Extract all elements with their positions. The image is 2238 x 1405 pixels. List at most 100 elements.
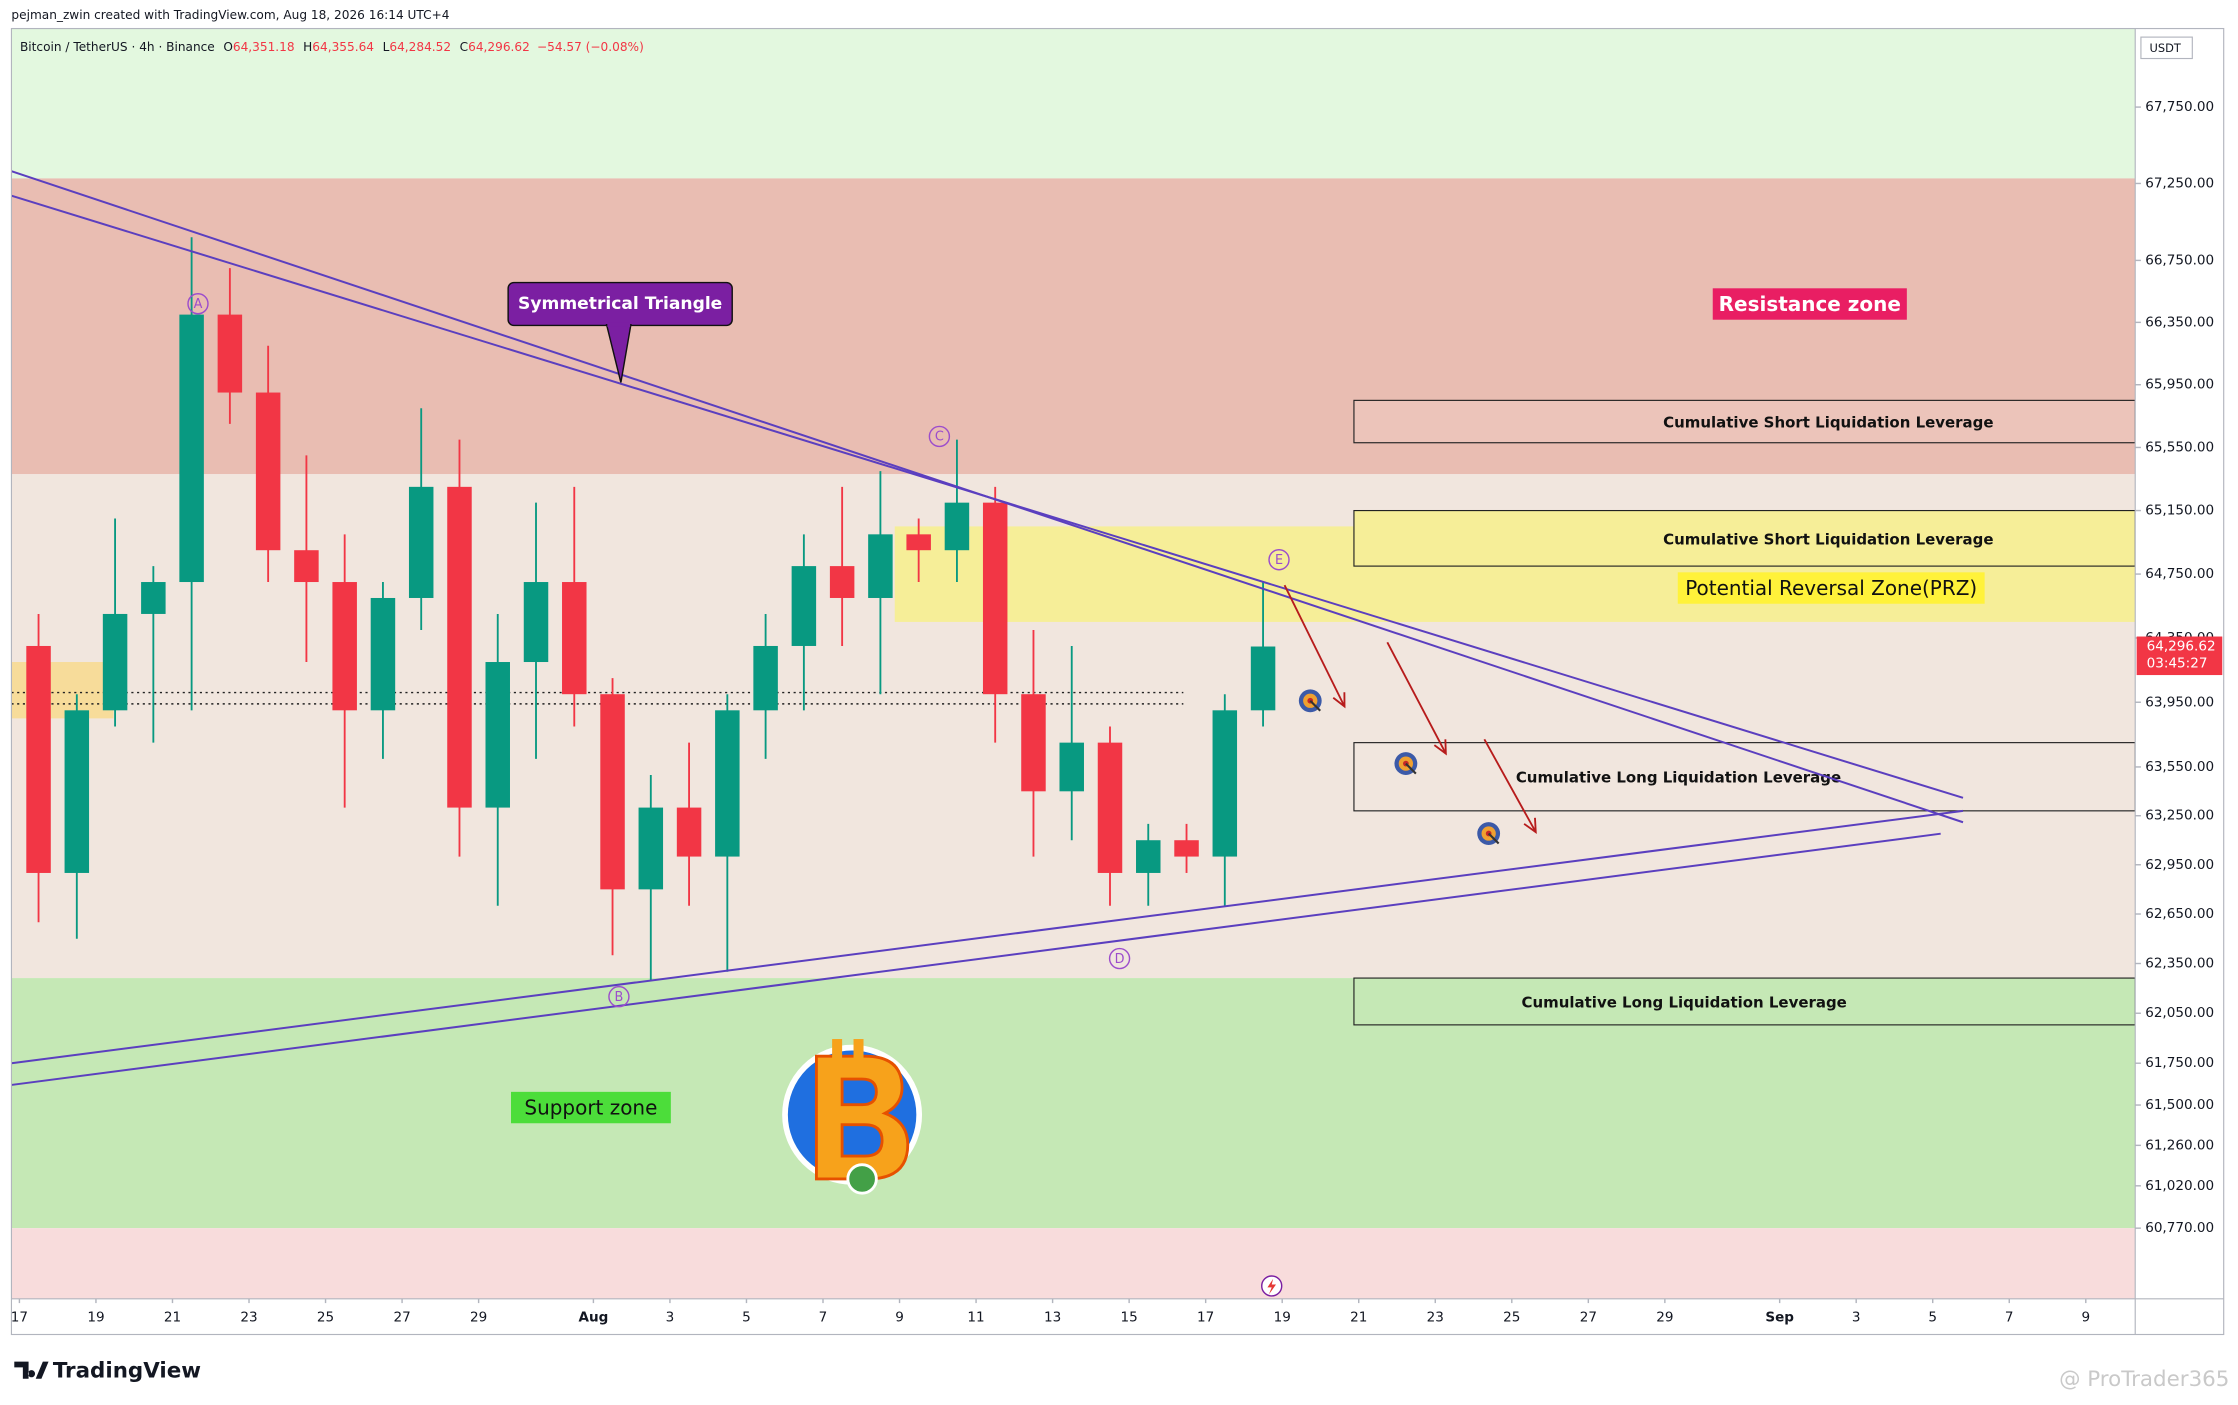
- ohlc-key: O: [223, 40, 233, 54]
- wave-label: C: [935, 430, 944, 445]
- liquidation-box: [1353, 977, 2136, 1026]
- candle-body: [868, 534, 893, 598]
- arrow: [1483, 738, 1537, 833]
- liquidation-label: Cumulative Short Liquidation Leverage: [1663, 530, 1993, 548]
- wave-label: D: [1115, 952, 1125, 967]
- candle-body: [753, 645, 778, 711]
- countdown: 03:45:27: [2147, 656, 2208, 672]
- candle-body: [829, 566, 855, 598]
- y-tick-label: 63,950.00: [2145, 694, 2214, 710]
- candle-body: [676, 807, 702, 857]
- x-tick-label: 27: [393, 1309, 410, 1325]
- liquidation-label: Cumulative Long Liquidation Leverage: [1522, 993, 1847, 1011]
- zone-label: Support zone: [524, 1095, 657, 1119]
- wave-marker: [187, 293, 209, 315]
- zone-label-bg: [1677, 572, 1985, 604]
- candle-body: [600, 694, 625, 890]
- x-tick-label: 9: [2081, 1309, 2090, 1325]
- arrow-head: [1523, 817, 1537, 834]
- y-tick-label: 61,500.00: [2145, 1097, 2214, 1113]
- tv-logo-mark: [14, 1361, 49, 1379]
- trend-line: [11, 194, 1964, 799]
- x-tick-label: Aug: [578, 1309, 608, 1325]
- wave-marker: [1268, 549, 1290, 571]
- y-tick-label: 65,550.00: [2145, 439, 2214, 455]
- zone-label: Resistance zone: [1719, 292, 1901, 316]
- x-tick-label: 7: [2005, 1309, 2014, 1325]
- x-tick-label: 5: [742, 1309, 751, 1325]
- logo-leaf: [846, 1163, 878, 1195]
- wave-label: B: [615, 990, 624, 1005]
- y-tick-label: 61,260.00: [2145, 1137, 2214, 1153]
- y-tick-label: 62,950.00: [2145, 857, 2214, 873]
- x-tick-label: 25: [317, 1309, 334, 1325]
- target-dart: [1487, 832, 1500, 845]
- x-tick-label: 17: [11, 1309, 28, 1325]
- watermark: @ ProTrader365: [2059, 1367, 2229, 1392]
- candle-body: [294, 550, 319, 583]
- y-tick-label: 62,050.00: [2145, 1005, 2214, 1021]
- x-tick-label: 25: [1503, 1309, 1520, 1325]
- symbol: Bitcoin / TetherUS · 4h · Binance: [20, 40, 215, 54]
- y-tick-label: 63,250.00: [2145, 808, 2214, 824]
- arrow: [1386, 641, 1447, 755]
- x-tick-label: 19: [87, 1309, 104, 1325]
- zone-label-bg: [510, 1091, 671, 1124]
- ohlc-key: L: [383, 40, 390, 54]
- liquidation-box: [1353, 509, 2136, 567]
- arrow: [1283, 584, 1346, 707]
- x-tick-label: 3: [666, 1309, 675, 1325]
- currency-box: [2140, 36, 2193, 60]
- y-tick-label: 66,350.00: [2145, 314, 2214, 330]
- ohlc-value: 64,284.52: [389, 40, 451, 54]
- x-tick-label: 19: [1274, 1309, 1291, 1325]
- wave-label: E: [1275, 553, 1283, 568]
- candle-body: [447, 486, 472, 808]
- zone-label-bg: [1712, 288, 1907, 320]
- wave-marker: [608, 985, 630, 1008]
- y-tick-label: 63,550.00: [2145, 759, 2214, 775]
- x-tick-label: 7: [819, 1309, 828, 1325]
- liquidation-box: [1353, 742, 2136, 812]
- currency-label: USDT: [2149, 41, 2180, 55]
- candle-body: [906, 534, 931, 551]
- x-tick-label: 29: [1656, 1309, 1673, 1325]
- logo-b: [832, 1039, 843, 1060]
- candle-body: [791, 566, 817, 646]
- zone-label: Potential Reversal Zone(PRZ): [1685, 576, 1977, 600]
- y-tick-label: 66,750.00: [2145, 252, 2214, 268]
- x-tick-label: 21: [164, 1309, 181, 1325]
- candle-body: [944, 502, 970, 551]
- target-dart: [1309, 700, 1322, 712]
- zone: [11, 1228, 2136, 1299]
- candle-body: [64, 710, 90, 873]
- y-tick-label: 60,770.00: [2145, 1220, 2214, 1236]
- ohlc-value: 64,296.62: [468, 40, 530, 54]
- y-tick-label: 64,750.00: [2145, 566, 2214, 582]
- candle-body: [255, 392, 281, 551]
- candle-body: [1174, 840, 1199, 857]
- price-tag: [2136, 636, 2223, 676]
- x-tick-label: 5: [1928, 1309, 1937, 1325]
- ohlc-key: H: [303, 40, 312, 54]
- ohlc-value: 64,355.64: [312, 40, 374, 54]
- candle-body: [408, 486, 434, 598]
- ohlc-key: C: [460, 40, 468, 54]
- x-tick-label: 15: [1121, 1309, 1138, 1325]
- candle-body: [638, 807, 664, 890]
- candle-body: [332, 582, 357, 711]
- callout-text: Symmetrical Triangle: [518, 294, 722, 314]
- candle-body: [141, 582, 166, 614]
- x-tick-label: Sep: [1765, 1309, 1794, 1325]
- candle-body: [1097, 742, 1123, 873]
- zone: [11, 28, 2136, 179]
- x-tick-label: 9: [895, 1309, 904, 1325]
- y-tick-label: 61,020.00: [2145, 1178, 2214, 1194]
- x-tick-label: 3: [1852, 1309, 1861, 1325]
- candle-body: [217, 314, 243, 393]
- liquidation-label: Cumulative Long Liquidation Leverage: [1516, 769, 1841, 787]
- logo-b: [814, 1054, 910, 1181]
- frame: [10, 27, 2225, 1336]
